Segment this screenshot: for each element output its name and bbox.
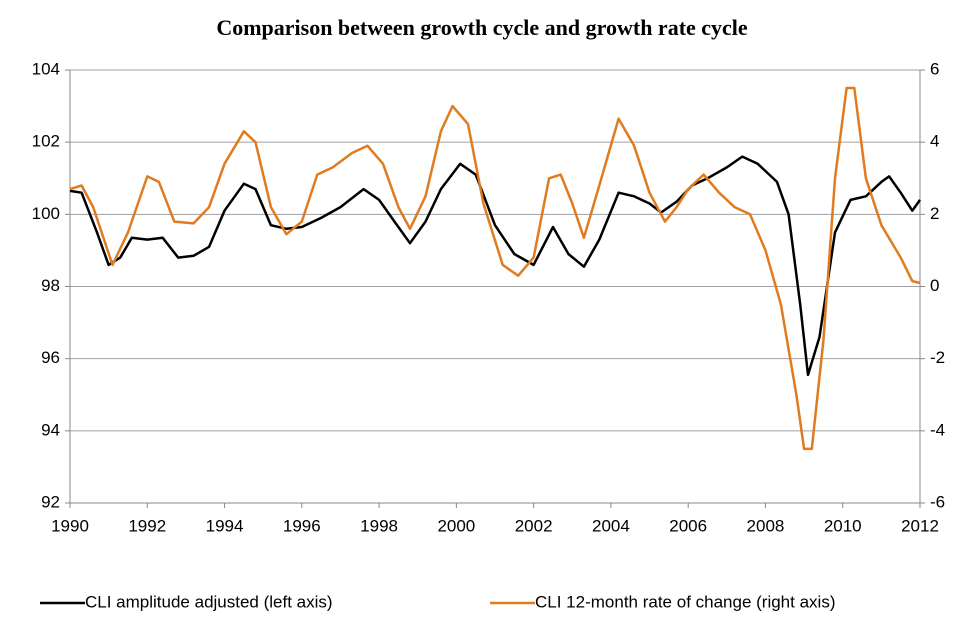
legend-label: CLI amplitude adjusted (left axis) <box>85 592 333 611</box>
y-tick-label: 98 <box>41 276 60 295</box>
x-tick-label: 2004 <box>592 516 630 535</box>
x-tick-label: 1998 <box>360 516 398 535</box>
y-tick-label: 96 <box>41 348 60 367</box>
y-tick-label: 92 <box>41 492 60 511</box>
y2-tick-label: 2 <box>930 204 939 223</box>
y2-tick-label: 6 <box>930 59 939 78</box>
y-tick-label: 102 <box>32 132 60 151</box>
y-tick-label: 104 <box>32 59 60 78</box>
x-tick-label: 2000 <box>437 516 475 535</box>
y-tick-label: 100 <box>32 204 60 223</box>
y2-tick-label: 0 <box>930 276 939 295</box>
y2-tick-label: -6 <box>930 492 945 511</box>
x-tick-label: 2008 <box>747 516 785 535</box>
x-tick-label: 1996 <box>283 516 321 535</box>
series-line <box>69 86 921 451</box>
y-tick-label: 94 <box>41 420 60 439</box>
x-tick-label: 1994 <box>206 516 244 535</box>
x-tick-label: 2002 <box>515 516 553 535</box>
x-tick-label: 2010 <box>824 516 862 535</box>
y2-tick-label: -2 <box>930 348 945 367</box>
y2-tick-label: 4 <box>930 132 939 151</box>
x-tick-label: 1990 <box>51 516 89 535</box>
x-tick-label: 2006 <box>669 516 707 535</box>
chart-title: Comparison between growth cycle and grow… <box>216 15 748 40</box>
y2-tick-label: -4 <box>930 420 945 439</box>
legend-label: CLI 12-month rate of change (right axis) <box>535 592 835 611</box>
x-tick-label: 2012 <box>901 516 939 535</box>
series-line <box>69 155 922 377</box>
x-tick-label: 1992 <box>128 516 166 535</box>
